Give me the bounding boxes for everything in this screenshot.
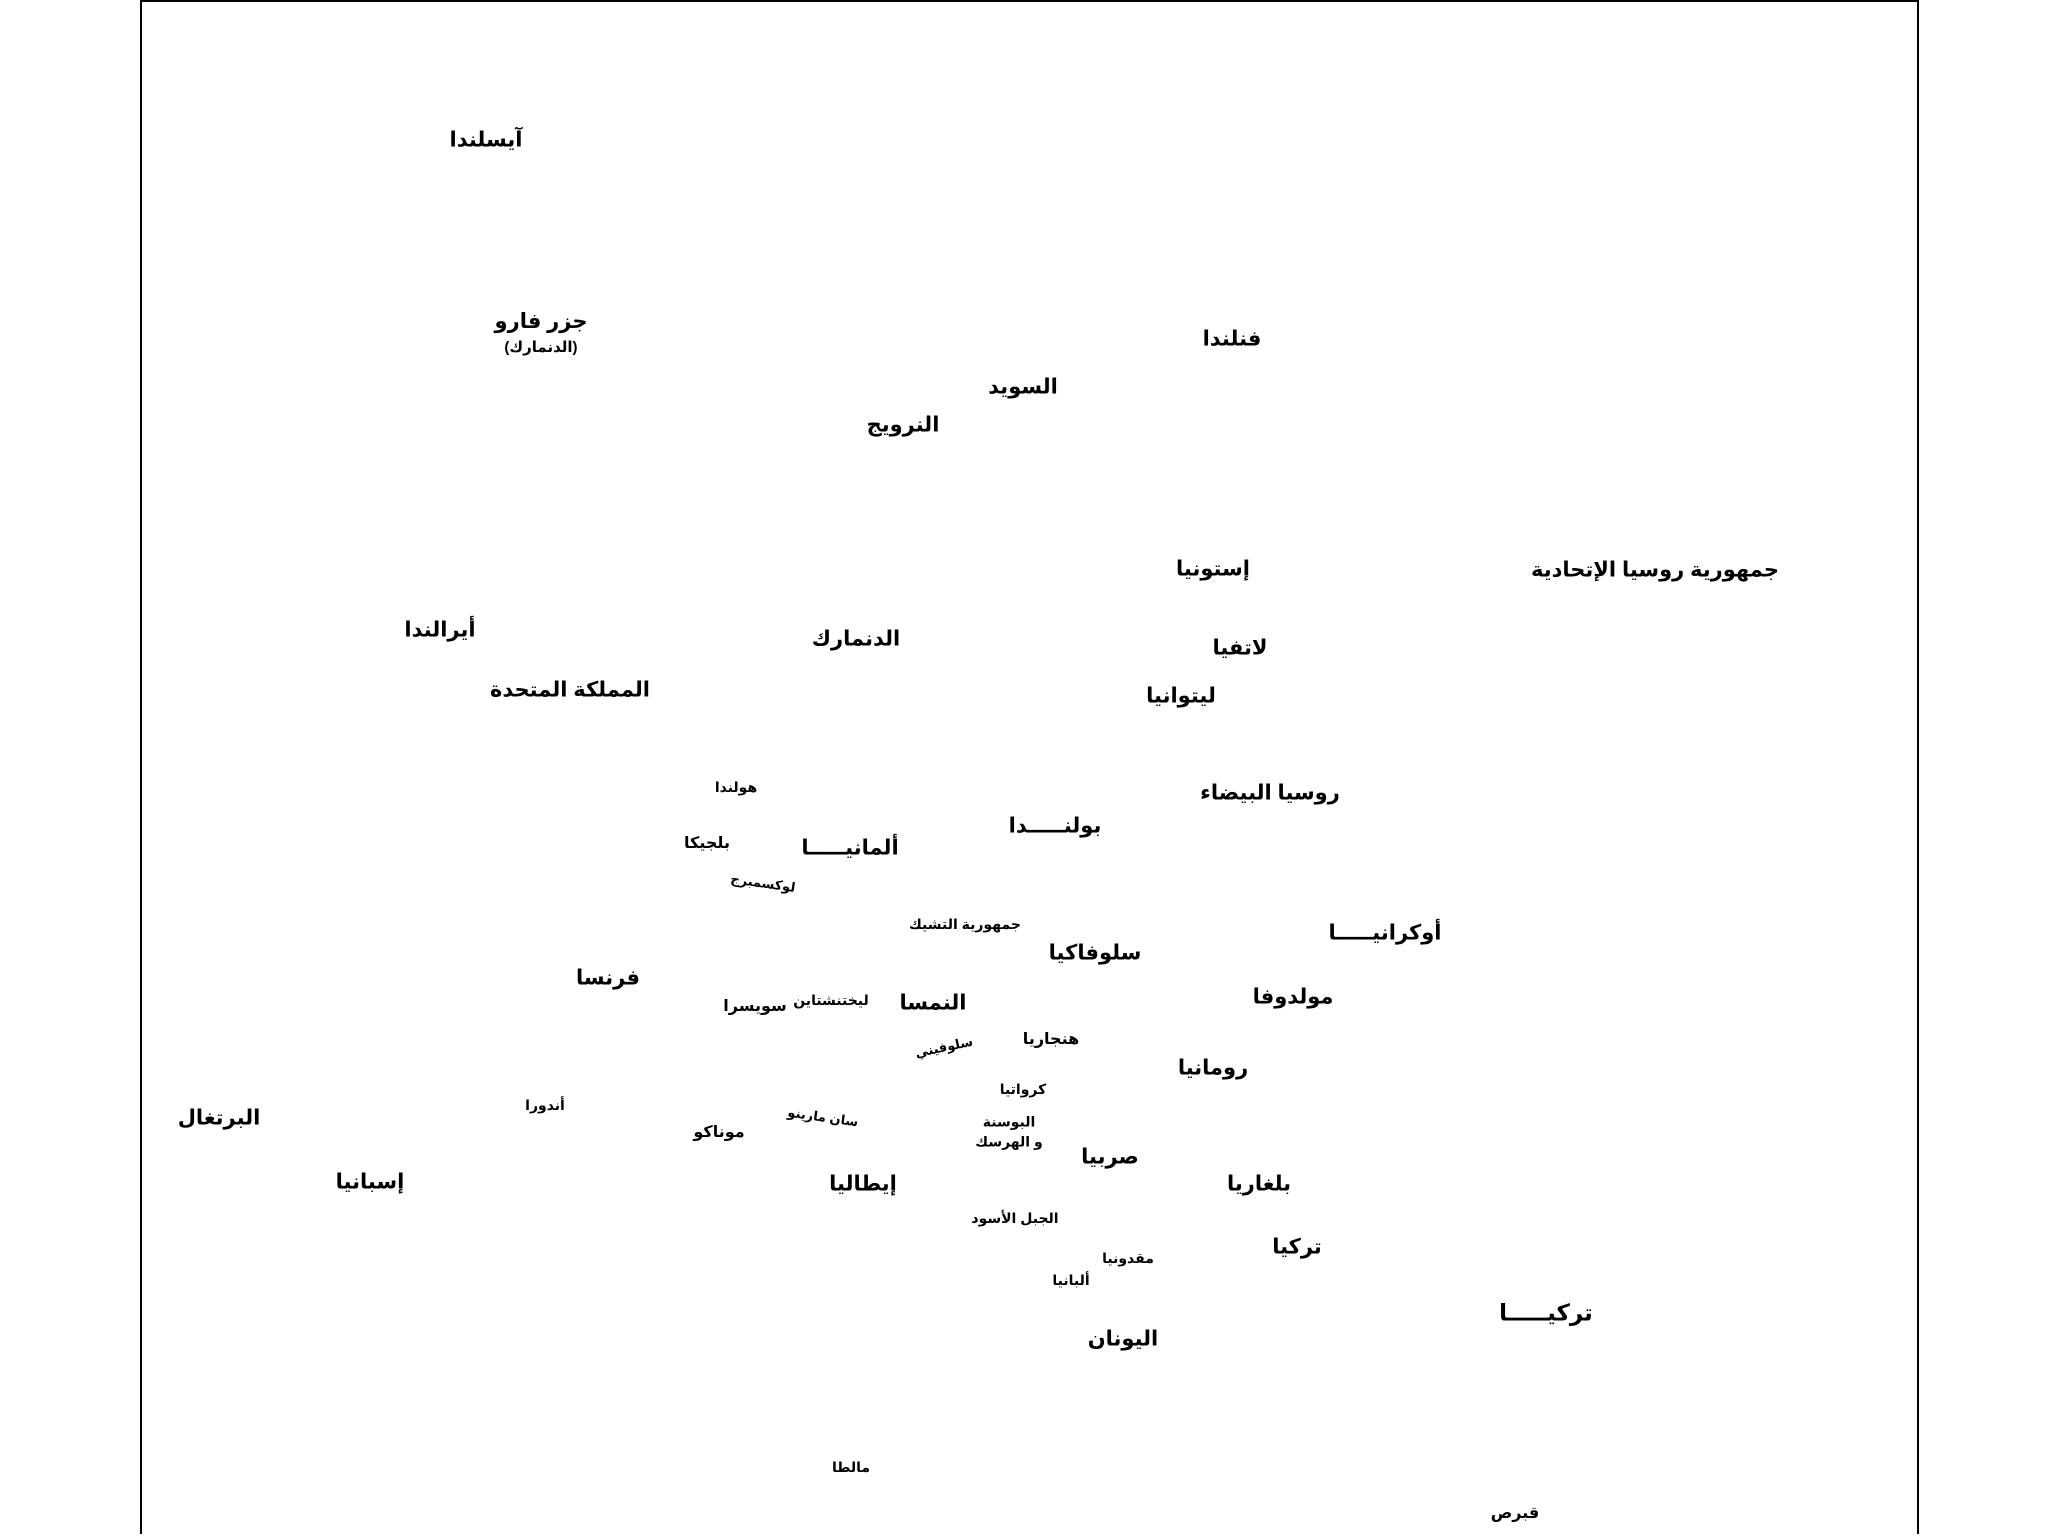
map-frame: [140, 0, 1919, 1534]
label-moldova: مولدوفا: [1252, 985, 1334, 1009]
label-netherlands: هولندا: [714, 779, 758, 795]
label-united-kingdom: المملكة المتحدة: [490, 678, 650, 702]
label-macedonia: مقدونيا: [1102, 1250, 1154, 1266]
label-faroe-name: جزر فارو: [494, 309, 588, 333]
label-switzerland: سويسرا: [723, 998, 787, 1015]
label-denmark: الدنمارك: [811, 627, 901, 651]
label-greece: اليونان: [1087, 1327, 1159, 1351]
label-bosnia-line1: البوسنة: [982, 1113, 1036, 1130]
label-malta: مالطا: [831, 1459, 871, 1475]
label-italy: إيطاليا: [829, 1172, 897, 1196]
label-belarus: روسيا البيضاء: [1200, 781, 1340, 805]
label-slovakia: سلوفاكيا: [1048, 941, 1142, 965]
label-germany: ألمانيـــــا: [801, 836, 899, 860]
label-finland: فنلندا: [1202, 327, 1262, 351]
label-hungary: هنجاريا: [1022, 1031, 1080, 1048]
label-france: فرنسا: [576, 966, 640, 990]
label-faroe-note: (الدنمارك): [504, 339, 578, 357]
label-belgium: بلجيكا: [684, 835, 730, 852]
label-lithuania: ليتوانيا: [1146, 684, 1216, 708]
label-ireland: أيرالندا: [404, 618, 476, 642]
label-croatia: كرواتيا: [999, 1081, 1047, 1097]
label-bulgaria: بلغاريا: [1226, 1172, 1292, 1196]
label-faroe-islands: جزر فارو (الدنمارك): [495, 307, 588, 359]
label-norway: النرويج: [866, 413, 940, 437]
label-romania: رومانيا: [1177, 1056, 1249, 1080]
label-portugal: البرتغال: [177, 1106, 261, 1130]
label-spain: إسبانيا: [335, 1170, 405, 1194]
label-andorra: أندورا: [525, 1097, 565, 1113]
label-russia: جمهورية روسيا الإتحادية: [1530, 558, 1780, 582]
label-iceland: آيسلندا: [449, 128, 523, 152]
label-latvia: لاتفيا: [1212, 636, 1268, 660]
label-bosnia: البوسنة و الهرسك: [975, 1112, 1042, 1153]
label-turkey-small: تركيا: [1272, 1235, 1322, 1259]
label-sweden: السويد: [988, 375, 1058, 399]
label-bosnia-line2: و الهرسك: [975, 1134, 1043, 1150]
label-albania: ألبانيا: [1052, 1272, 1090, 1288]
label-poland: بولنـــــدا: [1008, 814, 1102, 838]
label-ukraine: أوكرانيـــــا: [1328, 921, 1442, 945]
label-cyprus: قبرص: [1490, 1505, 1540, 1522]
label-czech-republic: جمهورية التشيك: [909, 916, 1021, 932]
label-liechtenstein: ليختنشتاين: [793, 992, 869, 1008]
label-austria: النمسا: [899, 991, 967, 1015]
label-monaco: موناكو: [693, 1124, 745, 1141]
label-montenegro: الجبل الأسود: [971, 1210, 1059, 1226]
label-estonia: إستونيا: [1176, 557, 1250, 581]
label-turkey: تركيـــــا: [1499, 1299, 1593, 1326]
label-serbia: صربيا: [1081, 1145, 1139, 1169]
